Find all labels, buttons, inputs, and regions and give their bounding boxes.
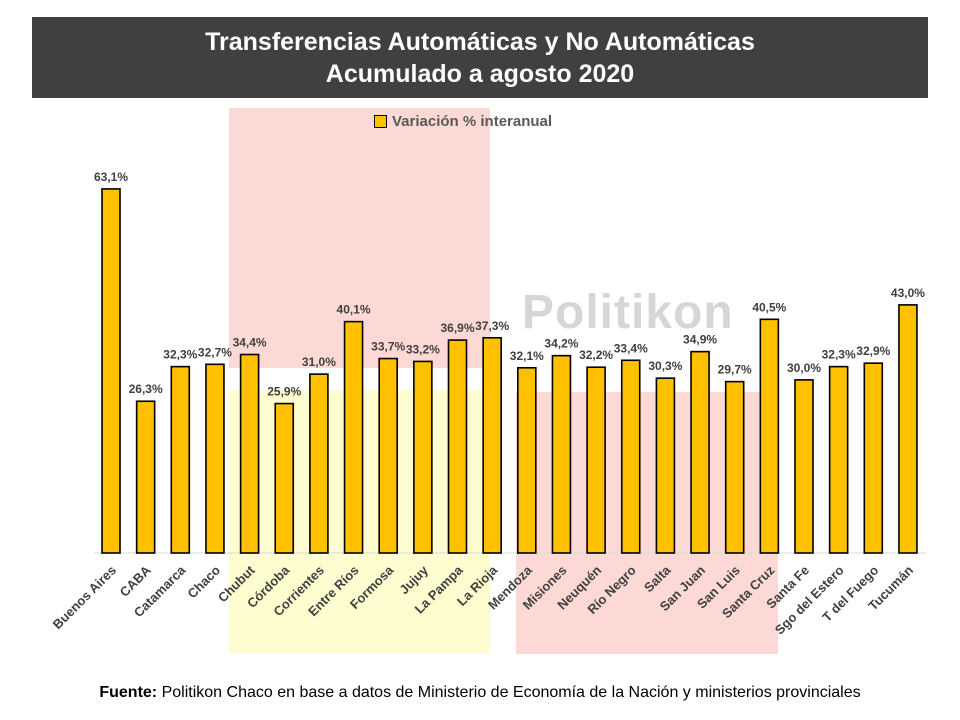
bar (343, 320, 364, 554)
bar (586, 366, 606, 554)
data-label: 26,3% (129, 382, 163, 396)
source-label: Fuente: (99, 684, 158, 701)
bar (724, 380, 745, 554)
bar (516, 366, 537, 554)
bar (863, 362, 884, 554)
bar (620, 359, 641, 554)
bar (447, 339, 468, 554)
bar (828, 365, 849, 554)
bar (551, 354, 572, 554)
bar (378, 357, 399, 554)
data-label: 32,3% (163, 348, 197, 362)
data-label: 36,9% (440, 321, 474, 335)
bar (413, 360, 433, 554)
data-label: 32,1% (510, 349, 544, 363)
x-tick-label: Buenos Aires (50, 563, 120, 633)
bar (759, 318, 780, 554)
bar (655, 377, 676, 554)
data-label: 30,3% (648, 359, 682, 373)
source-text: Politikon Chaco en base a datos de Minis… (161, 684, 861, 701)
data-label: 43,0% (891, 286, 925, 300)
data-label: 34,9% (683, 333, 717, 347)
data-label: 33,7% (371, 340, 405, 354)
bar (794, 379, 814, 554)
data-label: 32,7% (198, 345, 232, 359)
bar (690, 350, 710, 554)
data-label: 25,9% (267, 385, 301, 399)
data-label: 40,1% (337, 303, 371, 317)
chart-title-line-1: Transferencias Automáticas y No Automáti… (205, 27, 755, 56)
watermark-logo-text: Politikon (522, 286, 734, 339)
bar (170, 365, 191, 554)
legend-swatch (374, 114, 387, 128)
data-label: 34,4% (233, 336, 267, 350)
data-label: 37,3% (475, 319, 509, 333)
data-label: 29,7% (718, 363, 752, 377)
chart-title-banner: Transferencias Automáticas y No Automáti… (32, 17, 928, 98)
data-label: 33,4% (614, 341, 648, 355)
chart-title-line-2: Acumulado a agosto 2020 (325, 59, 635, 88)
data-label: 32,2% (579, 348, 613, 362)
bar (898, 304, 918, 554)
bar (482, 336, 502, 554)
data-label: 31,0% (302, 355, 336, 369)
data-label: 40,5% (752, 300, 786, 314)
bar (309, 373, 329, 554)
data-label: 34,2% (544, 337, 578, 351)
data-label: 63,1% (94, 170, 128, 184)
chart-legend: Variación % interanual (374, 111, 552, 131)
bar (274, 402, 295, 554)
data-label: 33,2% (406, 342, 440, 356)
data-label: 30,0% (787, 361, 821, 375)
data-label: 32,9% (856, 344, 890, 358)
legend-label: Variación % interanual (392, 112, 553, 130)
bar (205, 363, 225, 554)
data-label: 32,3% (822, 348, 856, 362)
bar (135, 400, 156, 554)
bar (239, 353, 260, 554)
source-note: Fuente: Politikon Chaco en base a datos … (0, 684, 960, 702)
bar (101, 188, 121, 554)
